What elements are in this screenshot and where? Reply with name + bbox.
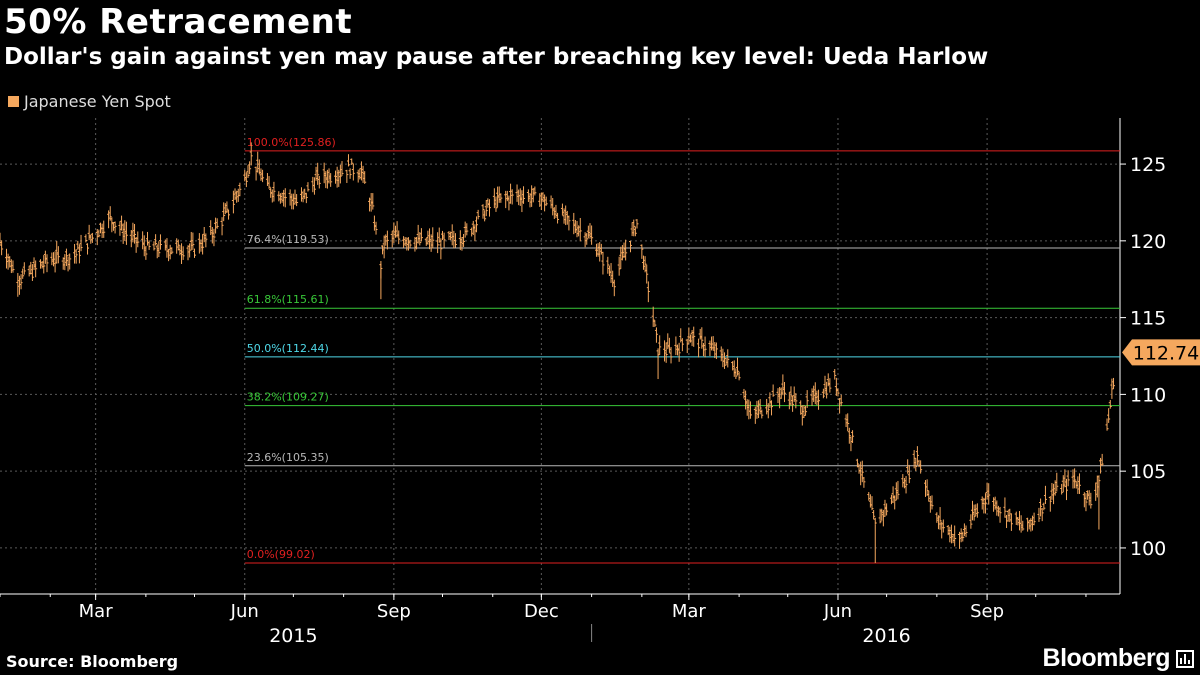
- x-tick-label: Mar: [79, 601, 114, 622]
- chart-subtitle: Dollar's gain against yen may pause afte…: [4, 44, 989, 70]
- retracement-level-label: 0.0%(99.02): [247, 548, 315, 561]
- last-value-label: 112.74: [1133, 342, 1199, 364]
- chart-title: 50% Retracement: [4, 2, 353, 42]
- y-tick-label: 115: [1130, 308, 1166, 330]
- x-tick-label: Dec: [524, 601, 559, 622]
- y-tick-label: 125: [1130, 154, 1166, 176]
- y-tick-label: 105: [1130, 461, 1166, 483]
- retracement-level-label: 50.0%(112.44): [247, 342, 329, 355]
- retracement-level-label: 38.2%(109.27): [247, 391, 329, 404]
- x-tick-label: Sep: [377, 601, 411, 622]
- y-tick-label: 110: [1130, 384, 1166, 406]
- legend: Japanese Yen Spot: [8, 92, 171, 111]
- source-note: Source: Bloomberg: [6, 652, 179, 671]
- retracement-level-label: 23.6%(105.35): [247, 451, 329, 464]
- last-value-marker: [1122, 339, 1200, 366]
- year-label: 2016: [862, 625, 910, 647]
- bar-chart-icon: [1176, 649, 1194, 668]
- y-tick-label: 100: [1130, 538, 1166, 560]
- legend-label: Japanese Yen Spot: [24, 92, 171, 111]
- x-tick-label: Sep: [970, 601, 1004, 622]
- x-tick-label: Jun: [230, 601, 259, 622]
- bloomberg-logo: Bloomberg: [1043, 644, 1194, 673]
- x-tick-label: Jun: [823, 601, 852, 622]
- retracement-level-label: 76.4%(119.53): [247, 233, 329, 246]
- y-tick-label: 120: [1130, 231, 1166, 253]
- retracement-level-label: 61.8%(115.61): [247, 293, 329, 306]
- retracement-level-label: 100.0%(125.86): [247, 136, 336, 149]
- year-label: 2015: [269, 625, 317, 647]
- x-tick-label: Mar: [672, 601, 707, 622]
- logo-text: Bloomberg: [1042, 644, 1171, 672]
- legend-swatch: [8, 96, 19, 107]
